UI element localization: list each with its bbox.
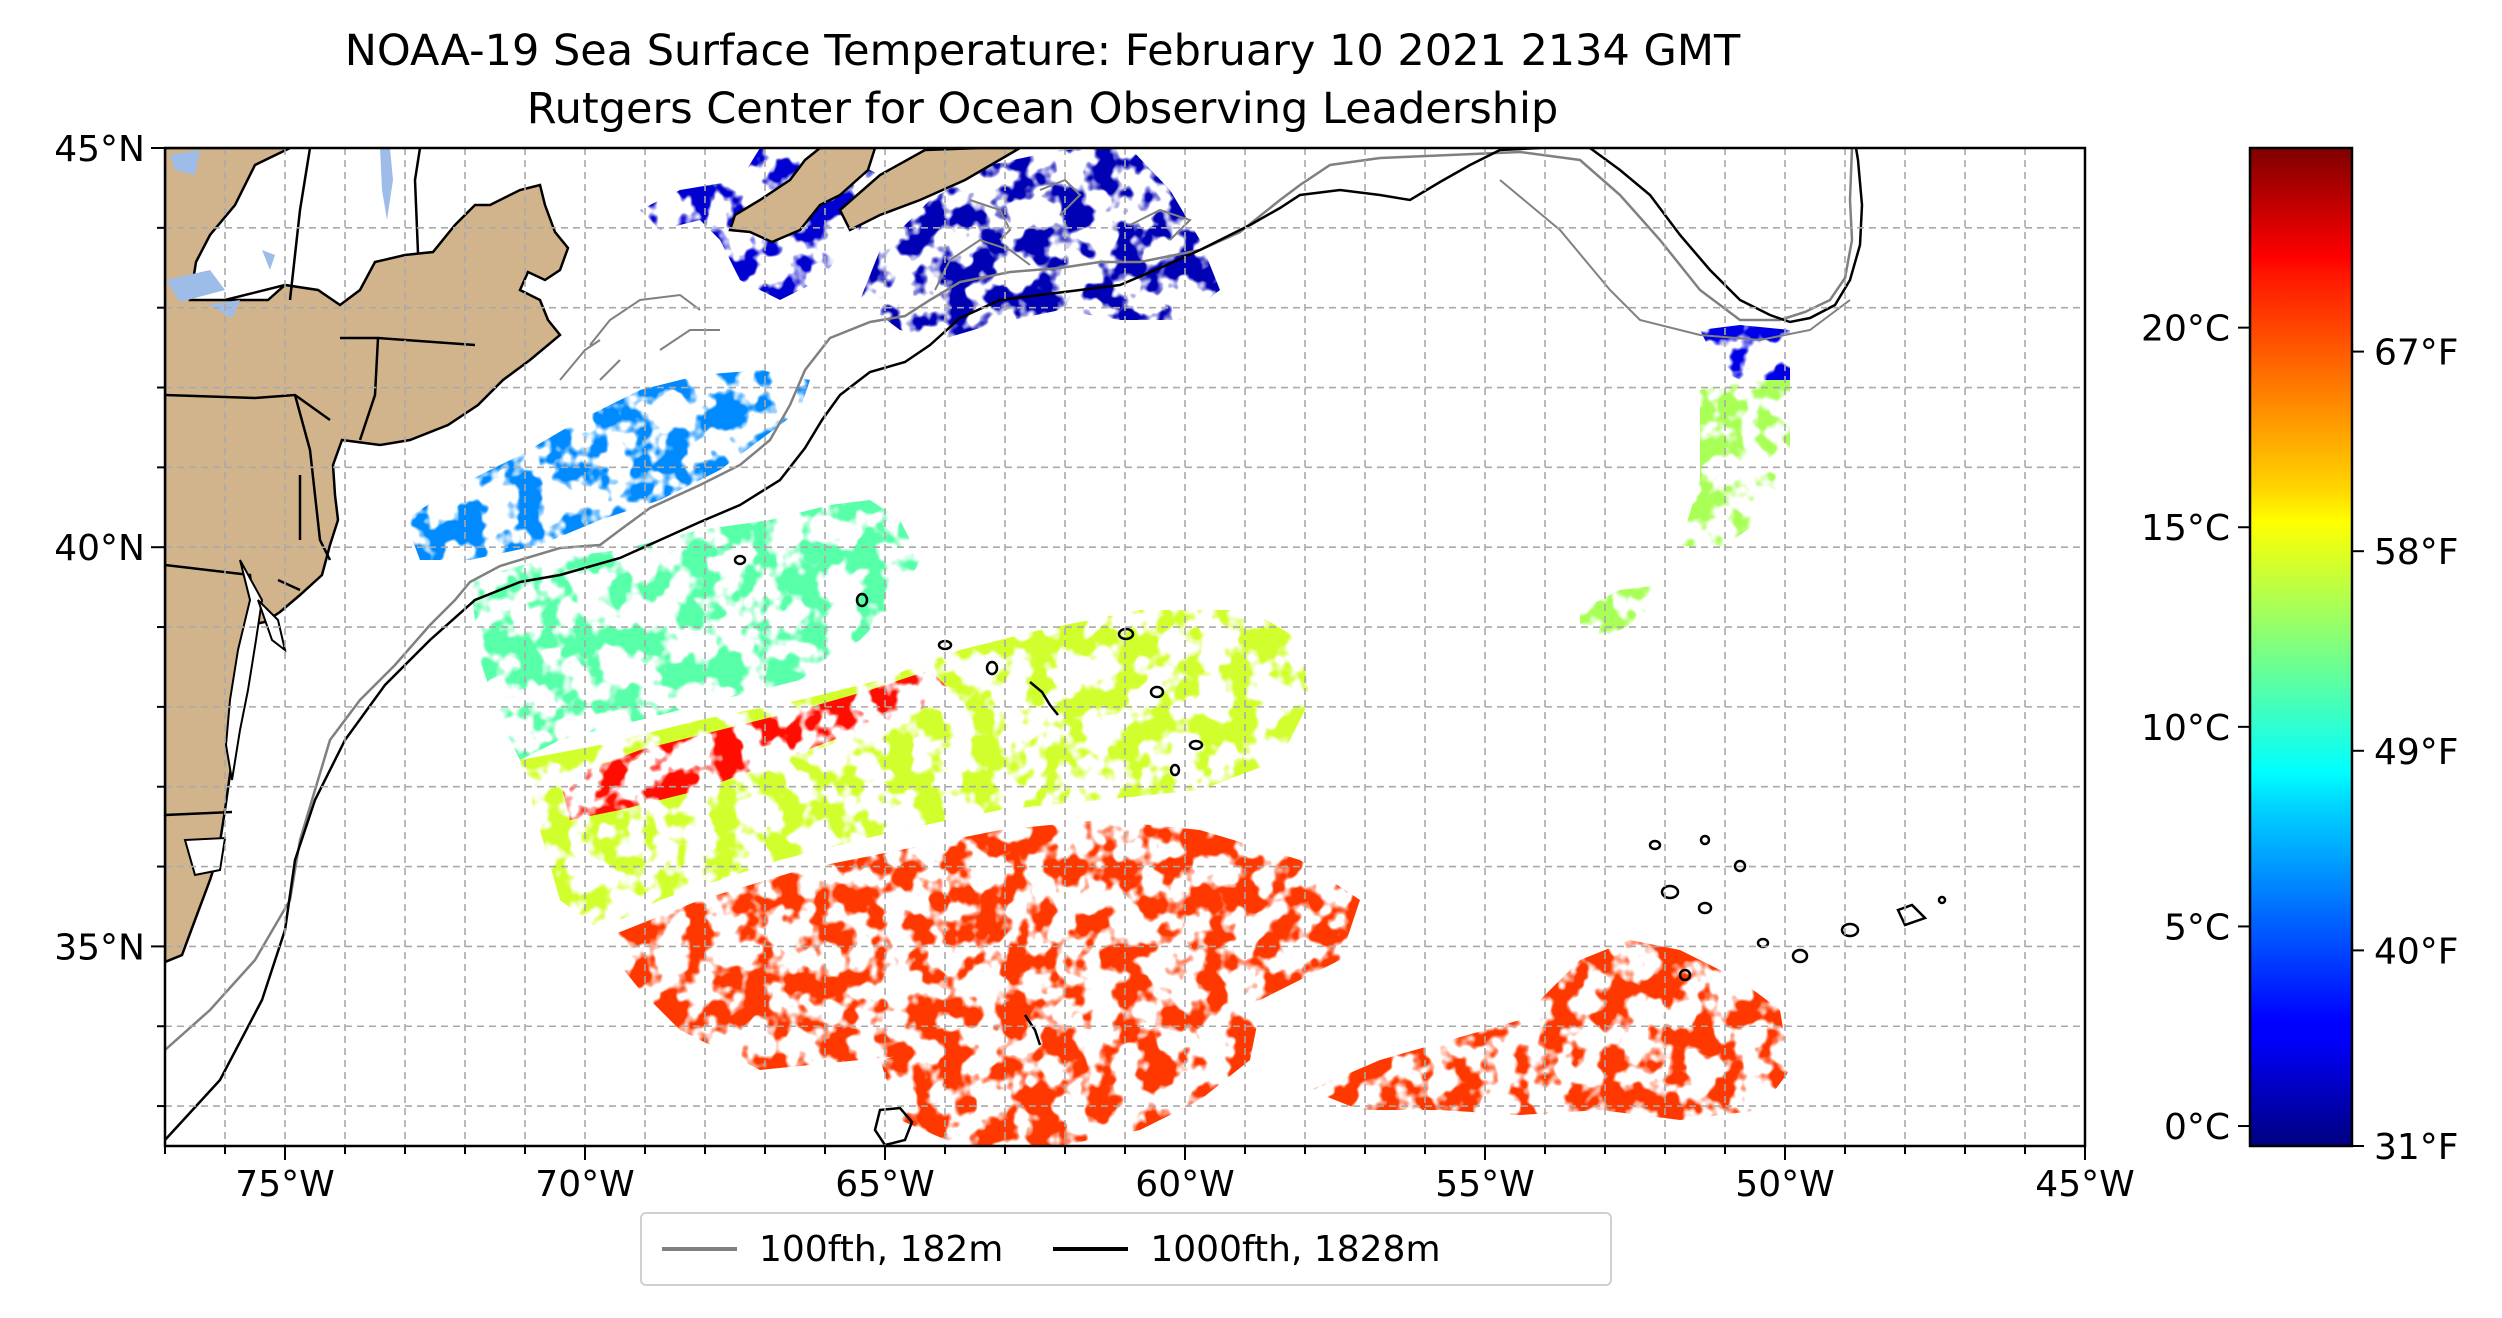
bays: [183, 559, 287, 877]
sst-patch-new-england-shelf-cool: [405, 370, 810, 560]
lat-tick-label: 40°N: [54, 528, 145, 569]
lon-tick-label: 65°W: [835, 1164, 934, 1205]
isobath-1000fth: [165, 148, 1864, 1141]
title-line-1: NOAA-19 Sea Surface Temperature: Februar…: [344, 26, 1741, 76]
colorbar-c-tick-label: 5°C: [2164, 907, 2230, 948]
colorbar-f-tick-label: 40°F: [2374, 931, 2459, 972]
lon-tick-label: 60°W: [1135, 1164, 1234, 1205]
latitude-axis: 45°N 40°N 35°N: [54, 129, 165, 1108]
lon-tick-label: 70°W: [535, 1164, 634, 1205]
colorbar-fahrenheit-axis: 31°F 40°F 49°F 58°F 67°F: [2352, 333, 2459, 1168]
isobath-100fth: [165, 148, 1854, 1051]
legend-swatch-1000fth: [1053, 1247, 1129, 1251]
map-gridlines: [165, 148, 2085, 1146]
colorbar-c-tick-label: 20°C: [2141, 309, 2230, 350]
colorbar-celsius-axis: 0°C 5°C 10°C 15°C 20°C: [2141, 309, 2250, 1148]
map-title: NOAA-19 Sea Surface Temperature: Februar…: [0, 22, 2085, 138]
colorbar-c-tick-label: 0°C: [2164, 1107, 2230, 1148]
legend-label-1000fth: 1000fth, 1828m: [1150, 1228, 1441, 1270]
title-line-2: Rutgers Center for Ocean Observing Leade…: [526, 84, 1559, 134]
legend-swatch-100fth: [662, 1247, 737, 1251]
sst-patch-labrador-current-mix: [1580, 380, 1790, 640]
sst-patch-southern-warm-patches: [880, 940, 1790, 1146]
colorbar-f-tick-label: 49°F: [2374, 732, 2459, 773]
colorbar-f-tick-label: 31°F: [2374, 1127, 2459, 1168]
map-panel: 75°W 70°W 65°W 60°W 55°W 50°W 45°W 45°N 40°N 35°…: [54, 129, 2134, 1205]
seamount-contours: [733, 554, 1947, 1146]
state-borders: [165, 148, 476, 817]
lon-tick-label: 55°W: [1435, 1164, 1534, 1205]
colorbar-c-tick-label: 10°C: [2141, 708, 2230, 749]
isobath-legend: 100fth, 182m 1000fth, 1828m: [640, 1212, 1612, 1286]
legend-label-100fth: 100fth, 182m: [759, 1228, 1004, 1270]
land-canada-maritimes: [728, 148, 877, 244]
lat-tick-label: 45°N: [54, 129, 145, 170]
legend-item-100fth: 100fth, 182m: [662, 1229, 1003, 1270]
colorbar-gradient: [2248, 146, 2354, 1148]
colorbar-f-tick-label: 67°F: [2374, 333, 2459, 374]
colorbar: 0°C 5°C 10°C 15°C 20°C 31°F 40°F 49°F 58°F 67°F: [2141, 146, 2459, 1168]
longitude-axis: 75°W 70°W 65°W 60°W 55°W 50°W 45°W: [164, 1146, 2135, 1205]
colorbar-c-tick-label: 15°C: [2141, 508, 2230, 549]
sst-patch-grand-banks-cold: [1700, 325, 1790, 390]
sst-patch-mid-atlantic-bight: [470, 500, 920, 760]
legend-item-1000fth: 1000fth, 1828m: [1053, 1228, 1441, 1270]
lon-tick-label: 75°W: [235, 1164, 334, 1205]
lat-tick-label: 35°N: [54, 927, 145, 968]
lon-tick-label: 45°W: [2035, 1164, 2134, 1205]
colorbar-f-tick-label: 58°F: [2374, 532, 2459, 573]
lakes: [166, 148, 393, 318]
sst-patch-slope-sea-mixed: [520, 610, 1310, 930]
lon-tick-label: 50°W: [1735, 1164, 1834, 1205]
sst-patch-gulf-of-maine-cold: [860, 148, 1220, 340]
